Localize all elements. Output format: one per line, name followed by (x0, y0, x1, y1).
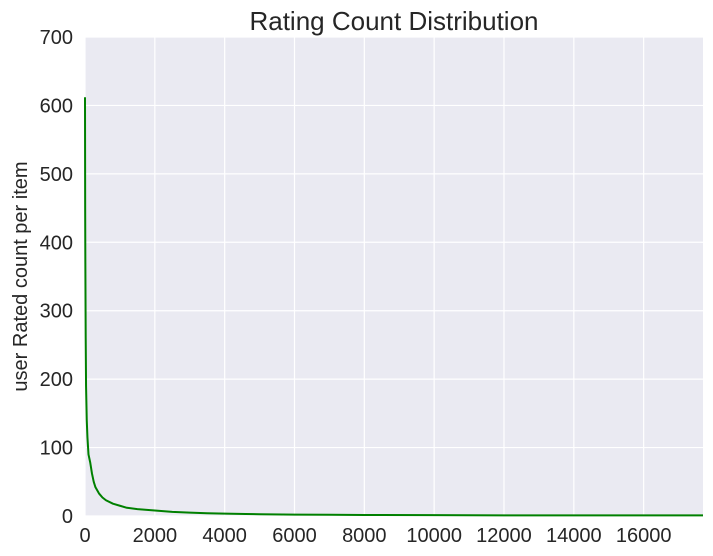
plot-background (85, 37, 703, 516)
y-tick-label: 600 (40, 95, 73, 117)
grid-lines (84, 36, 703, 517)
x-tick-label: 2000 (133, 525, 178, 547)
x-tick-label: 0 (79, 525, 90, 547)
y-tick-label: 100 (40, 438, 73, 460)
x-tick-label: 12000 (476, 525, 532, 547)
x-tick-label: 6000 (272, 525, 317, 547)
y-tick-label: 400 (40, 232, 73, 254)
y-tick-label: 500 (40, 164, 73, 186)
y-tick-label: 300 (40, 301, 73, 323)
series-line (84, 97, 703, 517)
x-axis-ticks: 0 2000 4000 6000 8000 10000 12000 14000 16000 (79, 525, 671, 547)
y-axis-ticks: 0 100 200 300 400 500 600 700 (40, 27, 73, 528)
x-tick-label: 4000 (202, 525, 247, 547)
y-tick-label: 0 (62, 506, 73, 528)
x-tick-label: 14000 (546, 525, 602, 547)
y-tick-label: 200 (40, 369, 73, 391)
y-axis-label: user Rated count per item (10, 161, 32, 391)
chart-title: Rating Count Distribution (249, 6, 538, 36)
y-tick-label: 700 (40, 27, 73, 49)
x-tick-label: 10000 (406, 525, 462, 547)
x-tick-label: 16000 (616, 525, 672, 547)
x-tick-label: 8000 (342, 525, 387, 547)
series-layer (84, 97, 703, 517)
